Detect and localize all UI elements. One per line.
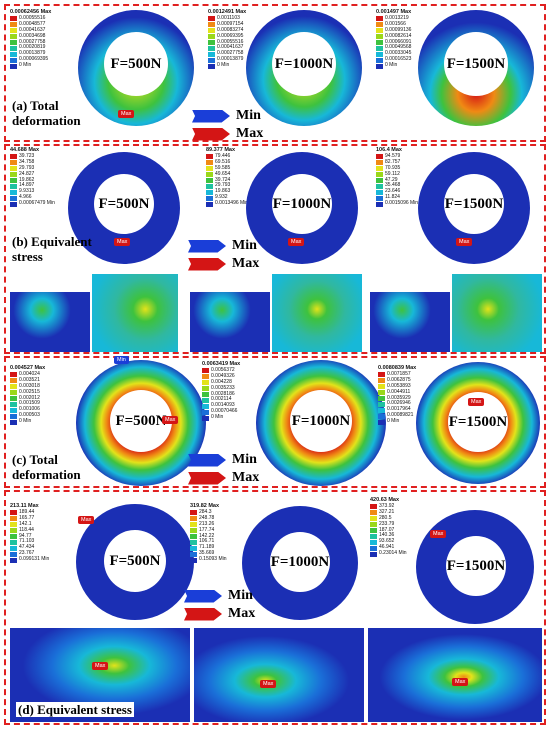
key-max: Max xyxy=(188,256,259,272)
contact-zoom-b-3 xyxy=(452,274,542,352)
panel-b: 44.688 Max 39.723 34.758 29.793 24.827 1… xyxy=(4,144,546,354)
key-max: Max xyxy=(188,470,259,486)
red-arrow-icon xyxy=(192,127,230,141)
legend-title: 0.00062456 Max xyxy=(10,9,52,15)
panel-c: 0.004527 Max 0.004024 0.003521 0.003018 … xyxy=(4,356,546,488)
key-min: Min xyxy=(192,108,261,124)
ring-model-a-3: F=1500N xyxy=(418,10,534,126)
ring-model-d-2: F=1000N xyxy=(242,506,358,620)
ring-model-c-1: F=500N xyxy=(76,360,206,486)
caption-d: (d) Equivalent stress xyxy=(16,702,134,717)
ring-model-d-1: F=500N xyxy=(76,504,194,620)
key-max: Max xyxy=(192,126,263,142)
panel-a: 0.00062456 Max 0.00055516 0.00048577 0.0… xyxy=(4,4,546,142)
contact-detail-b-2 xyxy=(190,292,270,352)
blue-arrow-icon xyxy=(188,453,226,467)
ring-model-d-3: F=1500N xyxy=(416,510,534,624)
legend-a-1: 0.00062456 Max 0.00055516 0.00048577 0.0… xyxy=(10,9,52,69)
ring-model-b-2: F=1000N xyxy=(246,152,358,264)
legend-d-1: 213.11 Max 189.44 165.77 142.1 118.44 94… xyxy=(10,503,50,563)
ring-model-b-3: F=1500N xyxy=(418,152,530,264)
caption-a: (a) Total deformation xyxy=(12,98,81,128)
legend-d-2: 319.82 Max 284.3 248.78 213.26 177.74 14… xyxy=(190,503,227,563)
contact-detail-b-3 xyxy=(370,292,450,352)
red-arrow-icon xyxy=(184,607,222,621)
caption-c: (c) Total deformation xyxy=(12,452,81,482)
contact-zoom-b-1 xyxy=(92,274,178,352)
legend-a-2: 0.0012491 Max 0.0011103 0.00097154 0.000… xyxy=(208,9,247,69)
key-min: Min xyxy=(184,588,253,604)
legend-c-3: 0.0080839 Max 0.0071857 0.0062875 0.0053… xyxy=(378,365,417,425)
red-arrow-icon xyxy=(188,257,226,271)
stress-zoom-d-2 xyxy=(194,628,364,722)
ring-model-a-1: F=500N xyxy=(78,10,194,126)
legend-c-2: 0.0063419 Max 0.0056372 0.0049326 0.0042… xyxy=(202,361,241,421)
stress-zoom-d-3 xyxy=(368,628,542,722)
ring-model-c-2: F=1000N xyxy=(256,360,386,486)
caption-b: (b) Equivalent stress xyxy=(12,234,92,264)
legend-b-3: 106.4 Max 94.579 82.757 70.935 59.112 47… xyxy=(376,147,419,207)
key-min: Min xyxy=(188,452,257,468)
blue-arrow-icon xyxy=(184,589,222,603)
contact-zoom-b-2 xyxy=(272,274,362,352)
ring-model-c-3: F=1500N xyxy=(416,362,540,484)
contact-detail-b-1 xyxy=(10,292,90,352)
blue-arrow-icon xyxy=(192,109,230,123)
max-tag: Max xyxy=(118,110,135,118)
panel-d: 213.11 Max 189.44 165.77 142.1 118.44 94… xyxy=(4,490,546,725)
red-arrow-icon xyxy=(188,471,226,485)
key-min: Min xyxy=(188,238,257,254)
legend-c-1: 0.004527 Max 0.004024 0.003521 0.003018 … xyxy=(10,365,46,425)
blue-arrow-icon xyxy=(188,239,226,253)
ring-model-a-2: F=1000N xyxy=(246,10,362,126)
legend-b-1: 44.688 Max 39.723 34.758 29.793 24.827 1… xyxy=(10,147,55,207)
key-max: Max xyxy=(184,606,255,622)
legend-a-3: 0.001497 Max 0.0013219 0.001566 0.000991… xyxy=(376,9,412,69)
legend-d-3: 420.63 Max 373.92 327.21 280.5 233.79 18… xyxy=(370,497,407,557)
legend-b-2: 89.377 Max 79.446 69.516 59.585 49.654 3… xyxy=(206,147,249,207)
